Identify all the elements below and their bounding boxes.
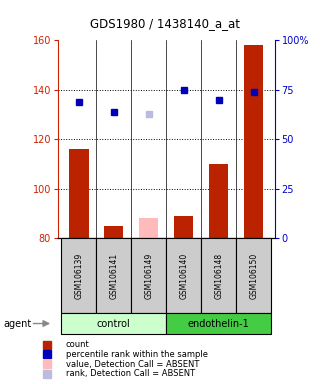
Text: rank, Detection Call = ABSENT: rank, Detection Call = ABSENT [66, 369, 195, 378]
Text: GSM106148: GSM106148 [214, 252, 223, 299]
Bar [96, 238, 131, 313]
Bar [166, 238, 201, 313]
Bar [244, 45, 263, 238]
Text: GDS1980 / 1438140_a_at: GDS1980 / 1438140_a_at [90, 17, 241, 30]
Text: GSM106150: GSM106150 [249, 252, 258, 299]
Text: GSM106139: GSM106139 [74, 252, 83, 299]
Bar [209, 164, 228, 238]
Text: GSM106140: GSM106140 [179, 252, 188, 299]
Text: GSM106141: GSM106141 [109, 252, 118, 299]
Bar [174, 216, 193, 238]
Bar [62, 238, 96, 313]
Bar [69, 149, 88, 238]
Text: value, Detection Call = ABSENT: value, Detection Call = ABSENT [66, 359, 199, 369]
Bar [131, 238, 166, 313]
Bar [166, 313, 271, 334]
Text: control: control [97, 318, 131, 329]
Bar [104, 226, 123, 238]
Bar [139, 218, 159, 238]
Bar [236, 238, 271, 313]
Text: agent: agent [3, 318, 31, 329]
Text: count: count [66, 340, 89, 349]
Text: endothelin-1: endothelin-1 [188, 318, 250, 329]
Bar [201, 238, 236, 313]
Text: percentile rank within the sample: percentile rank within the sample [66, 350, 208, 359]
Bar [62, 313, 166, 334]
Text: GSM106149: GSM106149 [144, 252, 153, 299]
